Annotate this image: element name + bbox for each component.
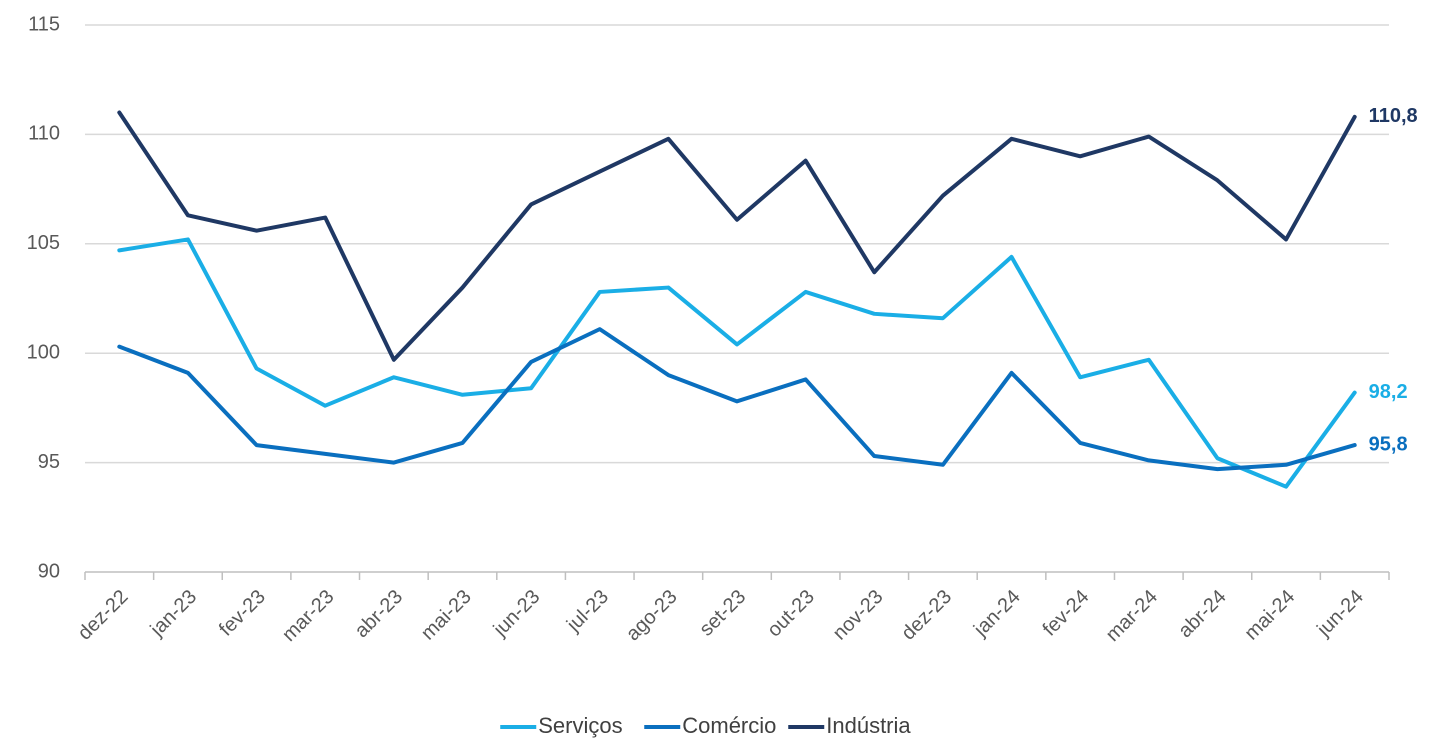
y-tick-label: 90 [38,560,60,582]
legend-label: Serviços [538,713,622,738]
x-tick-label: jan-24 [969,586,1025,642]
x-tick-label: set-23 [695,586,750,641]
x-tick-label: dez-23 [897,586,956,645]
y-tick-label: 105 [27,232,60,254]
y-tick-label: 110 [28,123,60,145]
series-line [117,237,1357,489]
value-label: 95,8 [1369,433,1408,455]
y-tick-label: 100 [27,341,60,363]
x-tick-label: fev-23 [215,586,270,641]
x-tick-label: abr-24 [1174,586,1230,642]
x-tick-label: jan-23 [146,586,202,642]
x-tick-label: jun-23 [489,586,545,642]
y-tick-label: 115 [28,13,60,35]
legend-label: Comércio [682,713,776,738]
x-tick-label: out-23 [763,586,819,642]
legend-label: Indústria [826,713,911,738]
x-tick-label: dez-22 [74,586,133,645]
x-tick-label: mai-24 [1241,586,1300,645]
x-tick-label: ago-23 [622,586,682,646]
series-line [117,327,1357,472]
y-tick-label: 95 [38,451,60,473]
x-tick-label: abr-23 [351,586,407,642]
x-tick-label: nov-23 [829,586,888,645]
x-tick-label: jun-24 [1312,586,1368,642]
x-tick-label: jul-23 [562,586,613,637]
x-tick-label: fev-24 [1039,586,1094,641]
value-label: 110,8 [1369,105,1418,127]
x-tick-label: mar-24 [1102,586,1162,646]
x-tick-label: mai-23 [417,586,476,645]
x-tick-label: mar-23 [278,586,338,646]
value-label: 98,2 [1369,381,1408,403]
series-line [117,110,1357,362]
